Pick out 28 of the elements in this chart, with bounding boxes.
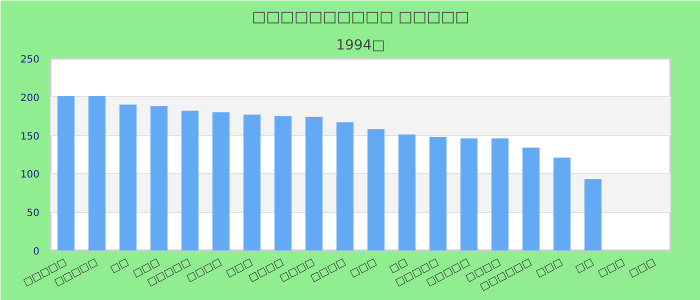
bar xyxy=(522,148,540,250)
y-tick-label: 100 xyxy=(20,170,40,181)
bar xyxy=(305,116,323,250)
bar xyxy=(553,158,571,250)
bar xyxy=(181,110,199,250)
bar xyxy=(212,112,230,250)
bar xyxy=(398,134,416,250)
bar xyxy=(88,96,106,250)
chart-subtitle: 1994□ xyxy=(336,38,385,54)
y-tick-label: 150 xyxy=(20,131,40,142)
bar xyxy=(150,106,168,250)
y-tick-label: 250 xyxy=(20,54,40,66)
x-tick-label: □□ xyxy=(574,256,596,276)
bar xyxy=(367,129,385,250)
bar xyxy=(119,104,137,250)
bar xyxy=(584,179,602,250)
bar xyxy=(460,138,478,250)
y-tick-label: 0 xyxy=(33,246,40,258)
chart-title: □□□□□□□□□□ □□□□□ xyxy=(252,8,470,26)
bar xyxy=(491,138,509,250)
bar xyxy=(57,96,75,250)
bar xyxy=(274,116,292,250)
y-tick-label: 50 xyxy=(26,208,40,220)
y-tick-label: 200 xyxy=(20,92,40,104)
bar xyxy=(429,136,447,250)
bar xyxy=(336,122,354,250)
x-tick-label: □□ xyxy=(108,256,131,276)
bar xyxy=(243,114,261,250)
